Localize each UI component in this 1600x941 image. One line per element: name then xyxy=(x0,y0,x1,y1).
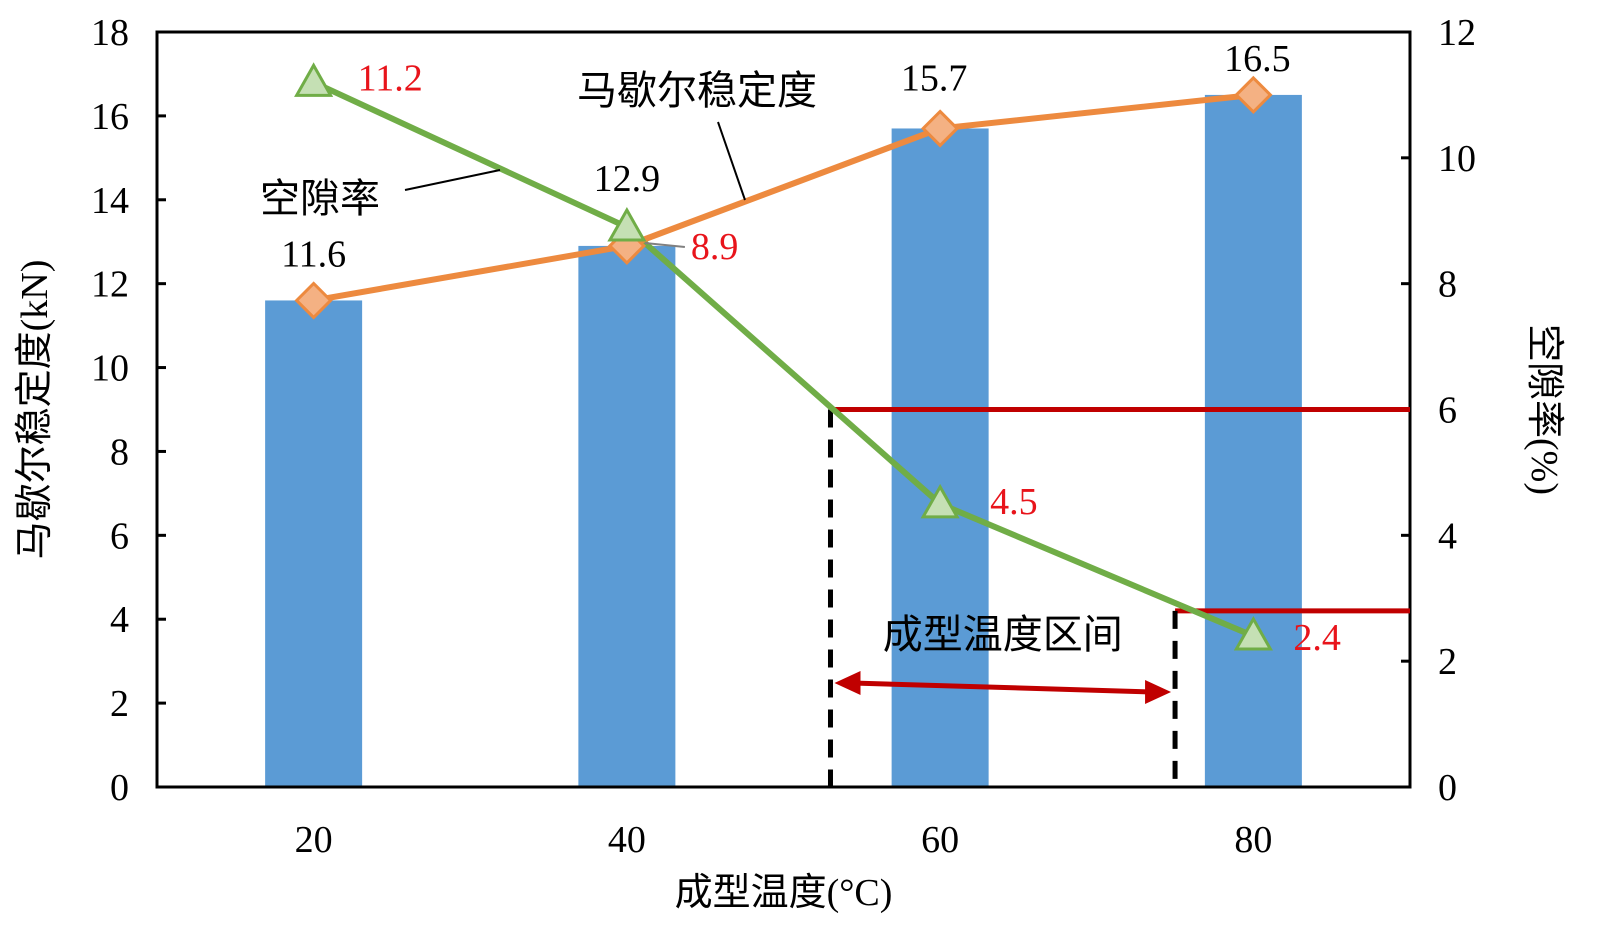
right-y-axis-title: 空隙率(%) xyxy=(1523,324,1565,495)
x-tick-label: 80 xyxy=(1234,819,1272,861)
stability-series-callout: 马歇尔稳定度 xyxy=(577,68,817,113)
x-tick-label: 20 xyxy=(295,819,333,861)
left-tick-label: 4 xyxy=(110,599,129,641)
left-tick-label: 16 xyxy=(91,96,129,138)
left-tick-label: 2 xyxy=(110,683,129,725)
bars-group xyxy=(265,94,1302,787)
stability-marker-20 xyxy=(294,281,333,320)
bar-80 xyxy=(1204,94,1302,787)
x-tick-label: 40 xyxy=(608,819,646,861)
right-tick-label: 6 xyxy=(1438,390,1457,432)
void-marker-20 xyxy=(294,62,334,97)
void-ratio-line xyxy=(312,79,1255,639)
void-marker-40 xyxy=(607,206,647,242)
stability-marker-60 xyxy=(921,109,960,148)
x-axis-title: 成型温度(°C) xyxy=(675,872,893,914)
void-series-callout: 空隙率 xyxy=(260,176,380,221)
void-data-label: 8.9 xyxy=(691,226,739,268)
right-tick-label: 4 xyxy=(1438,515,1457,557)
left-tick-label: 12 xyxy=(91,264,129,306)
left-y-axis-title: 马歇尔稳定度(kN) xyxy=(14,260,56,560)
stability-data-label: 11.6 xyxy=(281,233,346,275)
left-tick-label: 6 xyxy=(110,515,129,557)
void-label-leader xyxy=(644,242,685,249)
void-data-label: 2.4 xyxy=(1293,617,1341,659)
bar-20 xyxy=(265,300,363,787)
void-data-label: 11.2 xyxy=(358,57,423,99)
range-arrow-right-head xyxy=(1145,680,1172,704)
left-tick-label: 18 xyxy=(91,12,129,54)
stability-data-label: 16.5 xyxy=(1224,38,1291,80)
axis-ticks: 0 2 4 6 8 10 12 14 16 18 0 2 4 6 8 10 12 20 40 60 80 xyxy=(91,12,1476,861)
left-tick-label: 0 xyxy=(110,767,129,809)
bar-40 xyxy=(578,245,676,787)
range-annotation: 成型温度区间 xyxy=(827,407,1410,787)
void-data-label: 4.5 xyxy=(990,481,1038,523)
bar-60 xyxy=(891,128,989,787)
x-tick-label: 60 xyxy=(921,819,959,861)
stability-data-label: 12.9 xyxy=(594,158,661,200)
right-tick-label: 12 xyxy=(1438,12,1476,54)
right-tick-label: 8 xyxy=(1438,264,1457,306)
left-tick-label: 8 xyxy=(110,431,129,473)
right-tick-label: 0 xyxy=(1438,767,1457,809)
void-marker-60 xyxy=(920,483,960,519)
right-tick-label: 2 xyxy=(1438,641,1457,683)
series-lines xyxy=(294,62,1273,651)
range-label: 成型温度区间 xyxy=(883,612,1123,657)
left-tick-label: 14 xyxy=(91,180,129,222)
void-marker-80 xyxy=(1233,615,1273,651)
stability-callout-leader xyxy=(717,121,746,201)
void-callout-leader xyxy=(404,169,501,191)
range-arrow-shaft xyxy=(852,680,1154,695)
left-tick-label: 10 xyxy=(91,348,129,390)
data-labels: 11.6 12.9 15.7 16.5 11.2 8.9 4.5 2.4 xyxy=(281,38,1341,659)
stability-data-label: 15.7 xyxy=(901,57,968,99)
right-tick-label: 10 xyxy=(1438,138,1476,180)
range-arrow-left-head xyxy=(834,671,861,695)
stability-line xyxy=(313,91,1254,304)
stability-marker-80 xyxy=(1234,75,1273,115)
